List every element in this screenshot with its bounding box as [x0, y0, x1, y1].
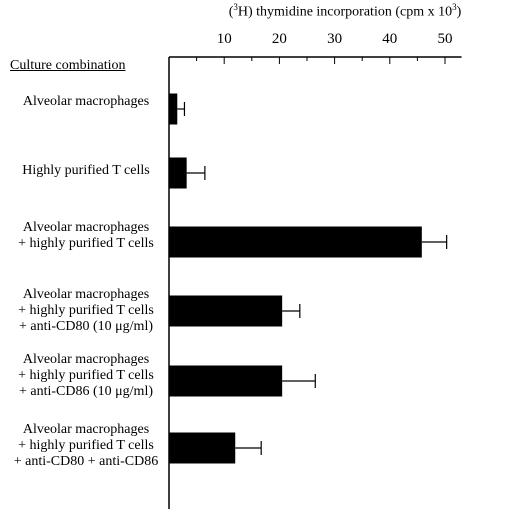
- category-label-line: + highly purified T cells: [18, 236, 154, 251]
- category-label-line: Alveolar macrophages: [22, 220, 150, 235]
- bar: [169, 432, 236, 464]
- x-axis-title: (3H) thymidine incorporation (cpm x 103): [228, 2, 462, 20]
- category-label: Alveolar macrophages: [4, 94, 168, 110]
- category-header: Culture combination: [10, 58, 126, 73]
- category-label-line: Alveolar macrophages: [22, 287, 150, 302]
- category-label: Alveolar macrophages + highly purified T …: [4, 220, 168, 252]
- x-tick-label: 50: [438, 31, 453, 47]
- x-tick-label: 10: [217, 31, 232, 47]
- category-label-line: + anti-CD80 (10 μg/ml): [19, 319, 153, 334]
- category-label: Alveolar macrophages + highly purified T …: [4, 422, 168, 470]
- category-label-line: + anti-CD86 (10 μg/ml): [19, 384, 153, 399]
- category-label-line: Alveolar macrophages: [22, 422, 150, 437]
- bar: [169, 295, 283, 327]
- category-label-line: Highly purified T cells: [22, 163, 150, 178]
- x-tick-label: 30: [327, 31, 342, 47]
- category-label: Alveolar macrophages + highly purified T …: [4, 352, 168, 400]
- category-label-line: Alveolar macrophages: [22, 352, 150, 367]
- category-label: Alveolar macrophages + highly purified T …: [4, 287, 168, 335]
- x-tick-label: 40: [382, 31, 397, 47]
- category-label-line: + highly purified T cells: [18, 438, 154, 453]
- category-label-line: + anti-CD80 + anti-CD86: [13, 454, 159, 469]
- category-label: Highly purified T cells: [4, 163, 168, 179]
- bar: [169, 93, 178, 125]
- bar: [169, 365, 283, 397]
- category-label-line: + highly purified T cells: [18, 303, 154, 318]
- x-axis-title-sup1: 3: [233, 2, 238, 12]
- x-axis-title-sup2: 3: [452, 2, 457, 12]
- x-tick-label: 20: [272, 31, 287, 47]
- bar: [169, 157, 187, 189]
- bar: [169, 226, 422, 258]
- category-label-line: + highly purified T cells: [18, 368, 154, 383]
- category-label-line: Alveolar macrophages: [22, 94, 150, 109]
- x-axis-title-text: H) thymidine incorporation (cpm x 10: [237, 4, 453, 20]
